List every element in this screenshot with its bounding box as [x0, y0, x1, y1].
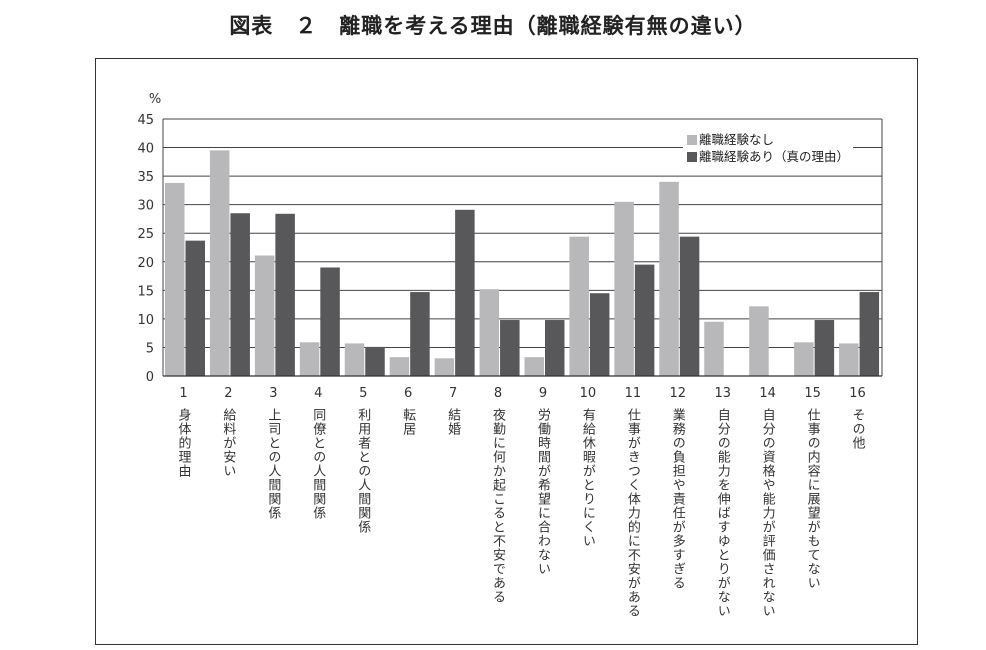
bar-with-experience	[634, 264, 655, 376]
x-tick-label: 12	[670, 386, 687, 401]
x-tick-label: 4	[314, 386, 322, 401]
chart-frame	[95, 58, 918, 645]
y-tick-label: 40	[137, 142, 154, 157]
bar-with-experience	[814, 320, 835, 376]
x-tick-label: 2	[224, 386, 232, 401]
bar-no-experience	[659, 181, 679, 376]
bar-no-experience	[434, 358, 455, 376]
bar-no-experience	[749, 306, 769, 376]
legend-item-no-experience: 離職経験なし	[687, 131, 849, 148]
bar-with-experience	[275, 213, 295, 376]
legend-swatch	[687, 135, 697, 145]
bar-with-experience	[410, 292, 430, 376]
category-label: 転居	[400, 408, 416, 436]
category-label: 上司との人間関係	[265, 408, 281, 520]
bar-with-experience	[185, 240, 205, 376]
legend-label: 離職経験あり（真の理由）	[699, 149, 850, 164]
y-tick-label: 0	[146, 370, 154, 385]
bar-no-experience	[614, 201, 634, 376]
legend: 離職経験なし 離職経験あり（真の理由）	[683, 129, 854, 167]
category-label: その他	[849, 408, 865, 450]
bar-no-experience	[209, 150, 230, 376]
bar-no-experience	[839, 343, 859, 376]
category-label: 自分の能力を伸ばすゆとりがない	[714, 408, 730, 618]
x-tick-label: 6	[404, 386, 412, 401]
bar-with-experience	[365, 346, 385, 376]
bar-with-experience	[500, 320, 520, 376]
y-tick-label: 15	[137, 284, 154, 299]
category-label: 有給休暇がとりにくい	[579, 408, 595, 548]
bar-no-experience	[344, 343, 365, 376]
bar-no-experience	[794, 342, 814, 376]
x-tick-label: 7	[449, 386, 457, 401]
legend-item-with-experience: 離職経験あり（真の理由）	[687, 148, 849, 165]
x-tick-label: 8	[494, 386, 502, 401]
category-label: 給料が安い	[220, 408, 236, 478]
x-tick-label: 5	[359, 386, 367, 401]
category-label: 自分の資格や能力が評価されない	[759, 408, 775, 618]
y-tick-label: 25	[137, 227, 154, 242]
x-tick-label: 16	[849, 386, 866, 401]
category-label: 同僚との人間関係	[310, 408, 326, 520]
x-tick-label: 15	[804, 386, 821, 401]
x-tick-label: 3	[269, 386, 277, 401]
bar-with-experience	[679, 236, 700, 376]
x-tick-label: 14	[759, 386, 776, 401]
bar-no-experience	[389, 357, 410, 376]
category-label: 労働時間が希望に合わない	[534, 408, 550, 576]
bar-no-experience	[569, 236, 589, 376]
y-axis-unit: %	[149, 92, 161, 107]
legend-label: 離職経験なし	[699, 132, 775, 147]
y-tick-label: 30	[137, 199, 154, 214]
bar-with-experience	[545, 320, 565, 376]
category-label: 夜勤に何か起こると不安である	[490, 408, 506, 604]
category-label: 仕事がきつく体力的に不安がある	[624, 408, 640, 618]
y-tick-label: 35	[137, 170, 154, 185]
bar-no-experience	[704, 321, 724, 376]
y-tick-label: 20	[137, 256, 154, 271]
x-tick-label: 13	[714, 386, 731, 401]
bar-no-experience	[479, 289, 500, 376]
x-tick-label: 10	[580, 386, 597, 401]
category-label: 身体的理由	[175, 408, 191, 478]
y-tick-label: 45	[137, 113, 154, 128]
y-tick-label: 5	[146, 341, 154, 356]
legend-swatch	[687, 152, 697, 162]
y-tick-label: 10	[137, 313, 154, 328]
x-tick-label: 9	[539, 386, 547, 401]
category-label: 利用者との人間関係	[355, 408, 371, 534]
bar-no-experience	[299, 342, 320, 376]
bar-no-experience	[254, 255, 275, 376]
category-label: 業務の負担や責任が多すぎる	[669, 408, 685, 590]
bar-no-experience	[524, 357, 544, 376]
bar-no-experience	[165, 182, 185, 376]
x-tick-label: 1	[179, 386, 187, 401]
bar-with-experience	[859, 292, 880, 376]
category-label: 結婚	[445, 408, 461, 436]
bar-with-experience	[230, 213, 250, 376]
x-tick-label: 11	[625, 386, 642, 401]
category-label: 仕事の内容に展望がもてない	[804, 408, 820, 590]
bar-with-experience	[320, 267, 340, 376]
bar-with-experience	[589, 293, 610, 376]
chart-title: 図表 ２ 離職を考える理由（離職経験有無の違い）	[229, 14, 757, 38]
bar-with-experience	[455, 209, 475, 376]
